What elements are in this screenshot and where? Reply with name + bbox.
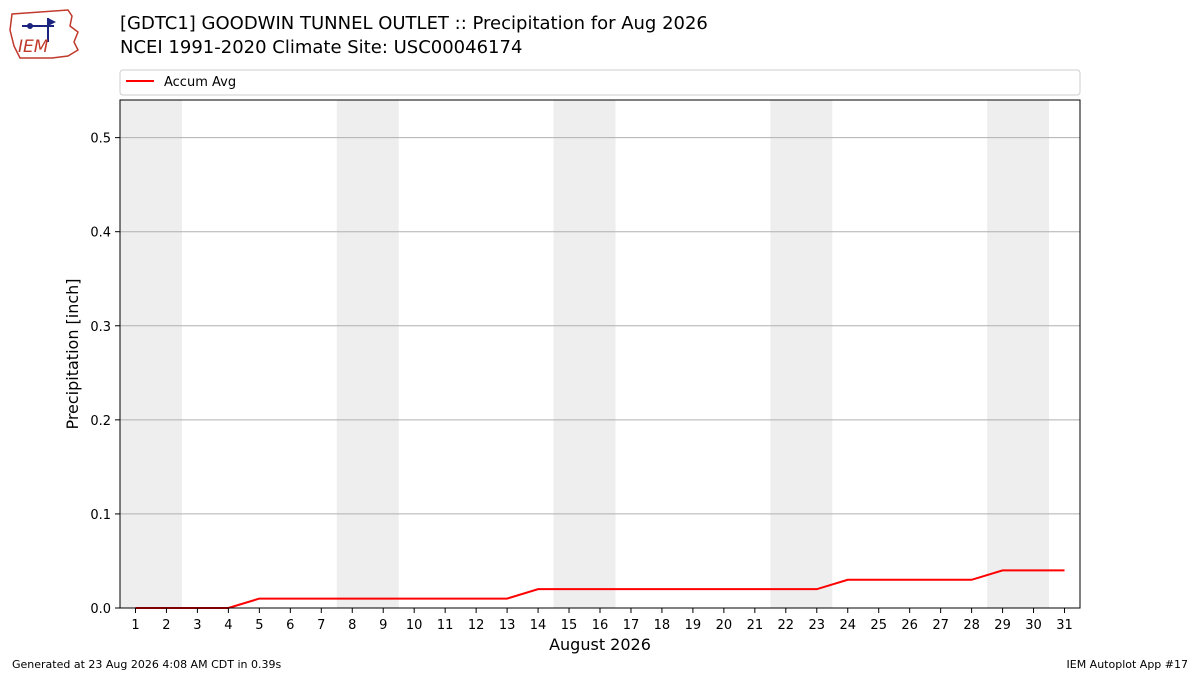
app-label: IEM Autoplot App #17: [1066, 658, 1189, 671]
x-tick-label-9: 10: [406, 618, 423, 633]
x-tick-label-8: 9: [379, 618, 387, 633]
x-tick-label-1: 2: [162, 618, 170, 633]
iem-logo: IEM: [9, 9, 79, 59]
x-tick-label-2: 3: [193, 618, 201, 633]
series-line-0: [135, 569, 1065, 609]
x-tick-label-12: 13: [499, 618, 516, 633]
x-tick-label-27: 28: [963, 618, 980, 633]
x-tick-label-18: 19: [685, 618, 702, 633]
weekend-bands: [120, 100, 1050, 608]
y-tick-label-1: 0.1: [90, 508, 111, 523]
weekend-band-1: [336, 100, 399, 608]
x-axis-label: August 2026: [549, 635, 651, 654]
y-tick-label-5: 0.5: [90, 132, 111, 147]
x-tick-label-0: 1: [131, 618, 139, 633]
x-tick-label-26: 27: [932, 618, 949, 633]
x-tick-label-22: 23: [809, 618, 826, 633]
x-tick-label-29: 30: [1025, 618, 1042, 633]
x-tick-label-28: 29: [994, 618, 1011, 633]
x-tick-label-24: 25: [870, 618, 887, 633]
legend-box: [119, 69, 1081, 96]
x-tick-label-17: 18: [654, 618, 671, 633]
x-tick-label-13: 14: [530, 618, 547, 633]
x-tick-label-30: 31: [1056, 618, 1073, 633]
x-tick-label-20: 21: [747, 618, 764, 633]
x-tick-label-4: 5: [255, 618, 263, 633]
y-axis-ticks: 0.0 0.1 0.2 0.3 0.4 0.5: [90, 132, 120, 617]
x-tick-label-21: 22: [778, 618, 795, 633]
chart-subtitle: NCEI 1991-2020 Climate Site: USC00046174: [120, 37, 523, 58]
x-tick-label-25: 26: [901, 618, 918, 633]
x-tick-label-7: 8: [348, 618, 356, 633]
x-tick-label-23: 24: [839, 618, 856, 633]
x-tick-label-19: 20: [716, 618, 733, 633]
legend: Accum Avg: [119, 69, 1081, 96]
y-tick-label-3: 0.3: [90, 320, 111, 335]
legend-label: Accum Avg: [164, 75, 236, 90]
weekend-band-4: [987, 100, 1050, 608]
x-tick-label-3: 4: [224, 618, 232, 633]
weekend-band-0: [120, 100, 182, 608]
x-tick-label-5: 6: [286, 618, 294, 633]
series-layer: [135, 569, 1065, 609]
x-tick-label-6: 7: [317, 618, 325, 633]
generated-timestamp: Generated at 23 Aug 2026 4:08 AM CDT in …: [12, 658, 282, 671]
y-tick-label-2: 0.2: [90, 414, 111, 429]
x-tick-label-14: 15: [561, 618, 578, 633]
weekend-band-2: [553, 100, 616, 608]
x-tick-label-11: 12: [468, 618, 485, 633]
weekend-band-3: [770, 100, 833, 608]
y-gridlines: [120, 137, 1080, 515]
y-axis-label: Precipitation [inch]: [63, 278, 82, 429]
logo-text: IEM: [18, 37, 49, 57]
x-tick-label-16: 17: [623, 618, 640, 633]
x-tick-label-15: 16: [592, 618, 609, 633]
y-tick-label-0: 0.0: [90, 602, 111, 617]
x-tick-label-10: 11: [437, 618, 454, 633]
chart-title: [GDTC1] GOODWIN TUNNEL OUTLET :: Precipi…: [120, 13, 708, 34]
y-tick-label-4: 0.4: [90, 226, 111, 241]
iowa-outline-icon: [9, 9, 79, 59]
x-axis-ticks: 1 2 3 4 5 6 7 8 9 10 11 12 13 14 15 16 17 18 19 20 21 22 23 24 2…: [131, 608, 1073, 633]
